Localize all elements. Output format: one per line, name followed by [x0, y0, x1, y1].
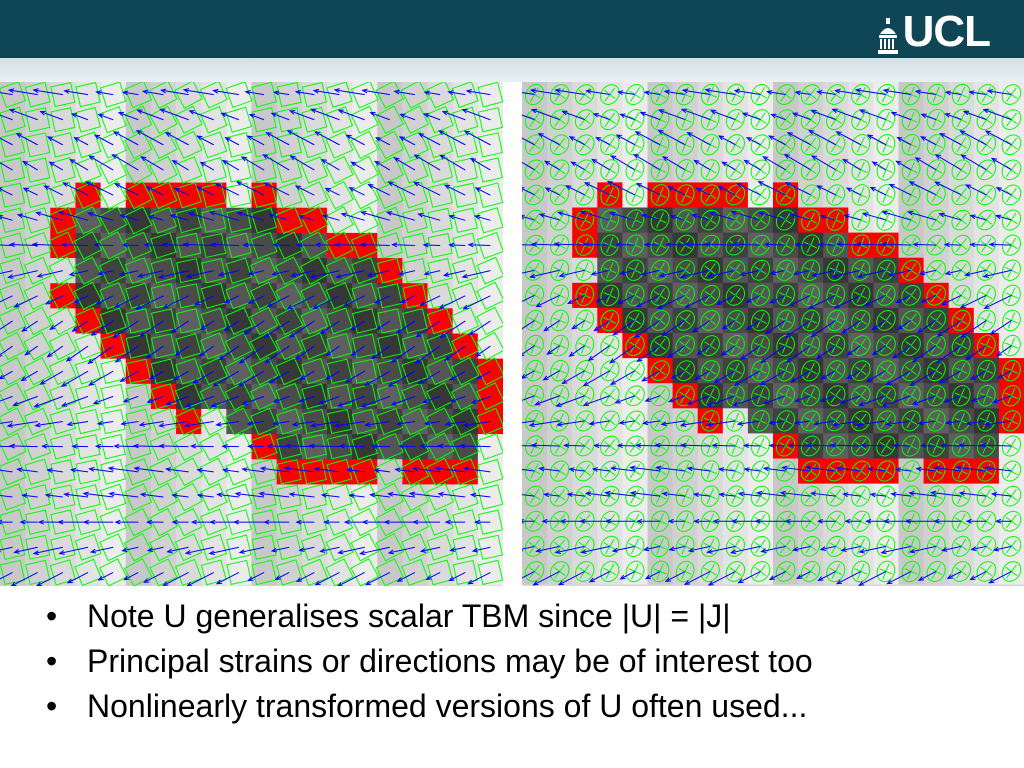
strain-ellipse-figure — [522, 82, 1024, 586]
deformation-grid-figure — [0, 82, 503, 586]
deformation-grid-image — [0, 82, 503, 586]
bullet-item: Nonlinearly transformed versions of U of… — [40, 684, 813, 729]
bullet-item: Note U generalises scalar TBM since |U| … — [40, 594, 813, 639]
header-bar: UCL — [0, 0, 1024, 58]
bullet-list: Note U generalises scalar TBM since |U| … — [40, 594, 813, 729]
bullet-item: Principal strains or directions may be o… — [40, 639, 813, 684]
portico-dome-icon — [877, 18, 898, 54]
strain-ellipse-image — [522, 82, 1024, 586]
header-stripe — [0, 58, 1024, 82]
ucl-logo: UCL — [877, 7, 991, 56]
logo-text: UCL — [902, 7, 991, 56]
